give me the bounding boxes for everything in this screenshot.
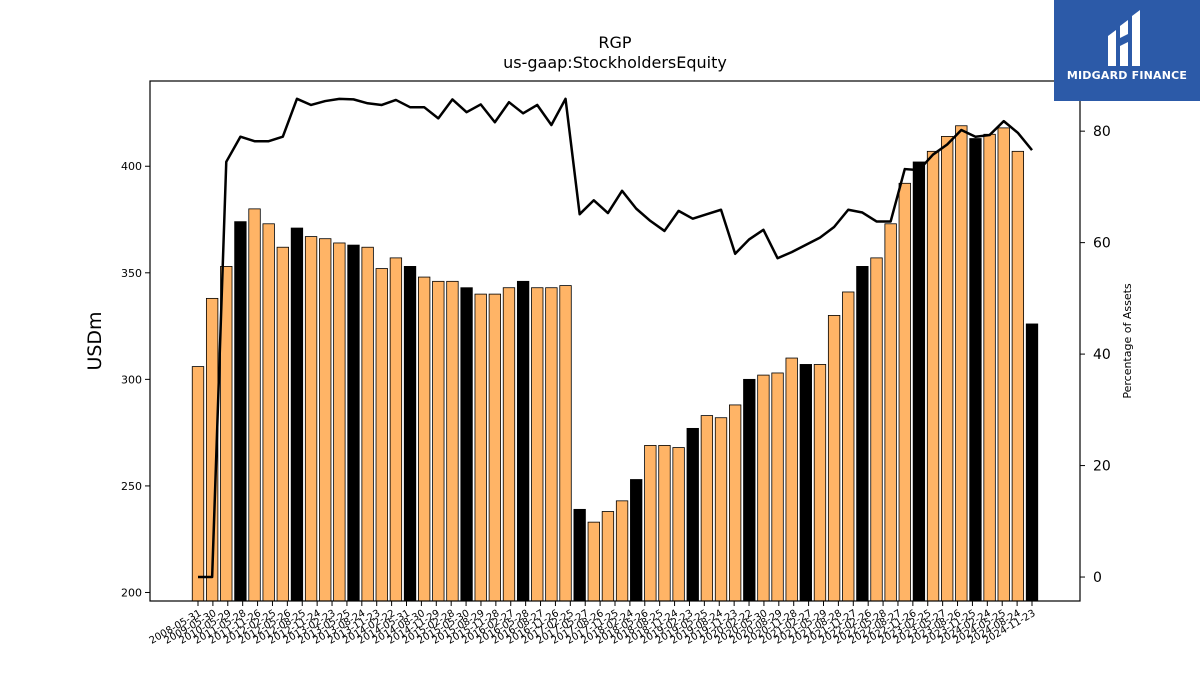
bar (559, 285, 572, 602)
bar (460, 287, 473, 602)
bar (248, 208, 261, 602)
bar (771, 372, 784, 602)
bar (587, 521, 600, 602)
bar (375, 268, 388, 602)
bar (347, 244, 360, 602)
bar (403, 266, 417, 602)
y2-tick-label: 60 (1093, 236, 1111, 252)
bar (361, 246, 374, 602)
bar (601, 511, 615, 602)
bar (912, 161, 926, 602)
bar (276, 246, 289, 602)
chart-title: RGP (598, 33, 632, 52)
bar (813, 364, 827, 602)
bar (545, 287, 558, 602)
bar (630, 479, 643, 602)
bar (983, 133, 996, 602)
bar (898, 182, 911, 602)
bar (969, 138, 982, 602)
bar (290, 227, 304, 602)
logo-text: MIDGARD FINANCE (1066, 69, 1188, 82)
bar (729, 404, 742, 602)
bar (304, 236, 318, 602)
bar (658, 445, 671, 602)
bar (333, 242, 346, 602)
bar (686, 427, 699, 602)
bar (418, 276, 431, 602)
bar (234, 221, 247, 602)
bar (827, 315, 841, 602)
bar (743, 378, 756, 602)
y-tick-label: 200 (121, 586, 142, 599)
y-tick-label: 350 (121, 267, 142, 280)
bar (997, 127, 1010, 602)
bar (941, 136, 954, 602)
y-tick-label: 400 (121, 160, 142, 173)
plot-frame (149, 80, 1081, 602)
bar (573, 508, 586, 602)
bar (502, 287, 516, 602)
bar (1011, 150, 1025, 602)
logo: MIDGARD FINANCE (1054, 0, 1200, 101)
bar (389, 257, 403, 602)
bar (856, 266, 869, 602)
bar (926, 150, 940, 602)
bar (446, 280, 459, 602)
midgard-logo-icon (1108, 10, 1140, 66)
bar (319, 238, 332, 602)
axes-group: 2002503003504000204060802008-05-312009-0… (121, 80, 1111, 647)
bar (531, 287, 544, 602)
y2-tick-label: 40 (1093, 347, 1111, 363)
bar (644, 445, 657, 602)
bar (262, 223, 275, 602)
bar (516, 280, 530, 602)
bar (488, 293, 502, 602)
y2-tick-label: 20 (1093, 459, 1111, 475)
bar (842, 291, 855, 602)
bar (191, 366, 205, 602)
y-axis-label: USDm (84, 311, 106, 370)
bar (757, 374, 770, 602)
bar (1025, 323, 1039, 602)
bar (799, 364, 812, 602)
bar (870, 257, 883, 602)
y-tick-label: 250 (121, 480, 142, 493)
y2-axis-label: Percentage of Assets (1121, 283, 1134, 399)
bar (700, 415, 714, 602)
y-tick-label: 300 (121, 373, 142, 386)
y2-tick-label: 0 (1093, 570, 1102, 586)
bar (785, 357, 798, 602)
bar (474, 293, 487, 602)
y2-tick-label: 80 (1093, 124, 1111, 140)
line-group (198, 97, 1033, 579)
bar (955, 125, 968, 602)
percentage-line (198, 97, 1033, 579)
bar (672, 447, 685, 602)
bars-group (191, 125, 1039, 602)
bar (432, 280, 445, 602)
bar (615, 500, 629, 602)
bar (884, 223, 897, 602)
chart-subtitle: us-gaap:StockholdersEquity (503, 53, 727, 72)
bar (714, 417, 728, 602)
